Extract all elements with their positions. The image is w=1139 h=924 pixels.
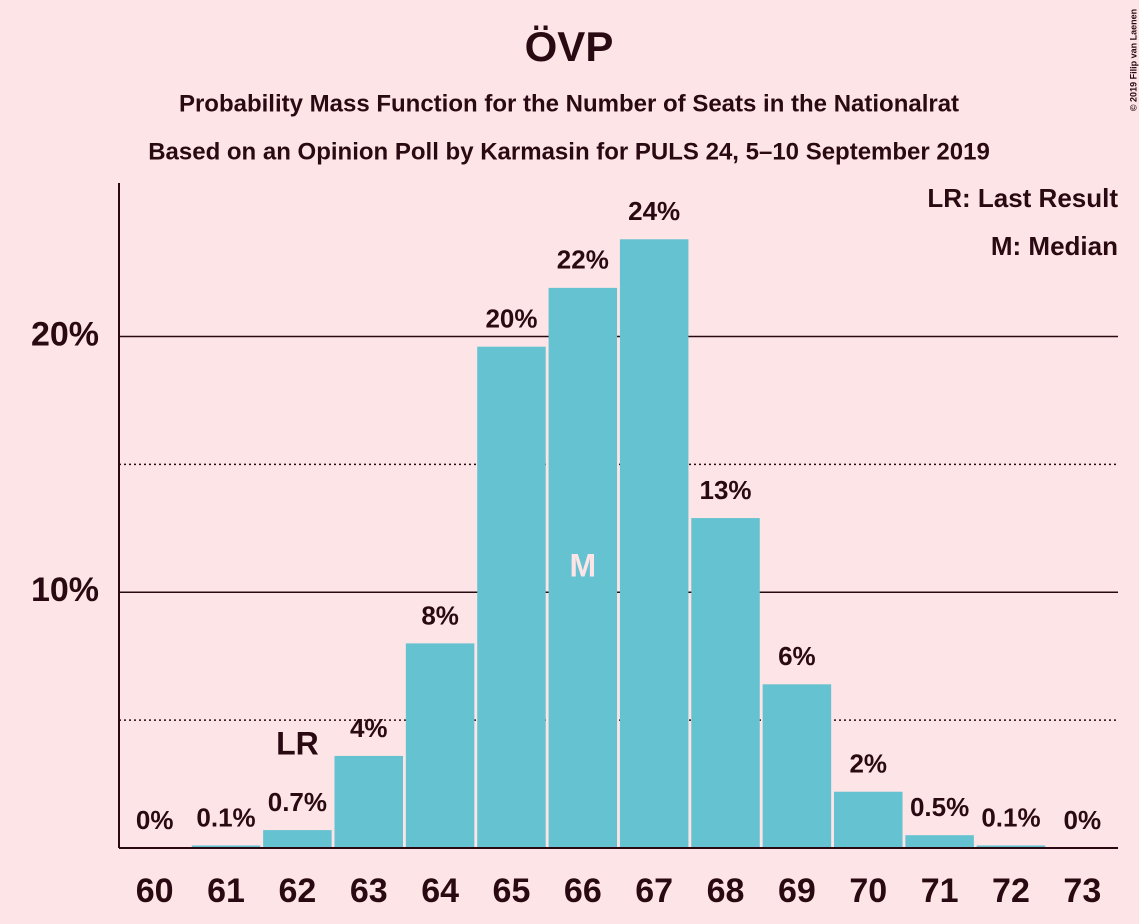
x-tick-label: 72 (992, 872, 1030, 910)
x-tick-label: 70 (849, 872, 887, 910)
x-tick-label: 63 (350, 872, 388, 910)
bar (905, 835, 974, 848)
bar (263, 830, 332, 848)
bar (405, 643, 475, 848)
y-tick-label: 10% (31, 571, 99, 609)
y-tick-label: 20% (31, 315, 99, 353)
x-tick-label: 66 (564, 872, 602, 910)
bar (548, 287, 618, 849)
value-label: 0.7% (268, 787, 327, 817)
annotation: LR (276, 726, 319, 762)
value-label: 0.1% (981, 802, 1040, 832)
x-tick-label: 69 (778, 872, 816, 910)
chart-title: ÖVP (525, 23, 614, 70)
annotation: M (569, 547, 596, 583)
bar (334, 755, 404, 848)
x-tick-label: 61 (207, 872, 245, 910)
x-tick-label: 65 (493, 872, 531, 910)
value-label: 6% (778, 641, 816, 671)
bar (833, 791, 903, 848)
value-label: 0.5% (910, 792, 969, 822)
bar (477, 346, 546, 848)
x-tick-label: 73 (1063, 872, 1101, 910)
value-label: 8% (421, 600, 459, 630)
x-tick-label: 71 (921, 872, 959, 910)
value-label: 2% (849, 749, 887, 779)
value-label: 13% (700, 475, 752, 505)
copyright: © 2019 Filip van Laenen (1128, 9, 1138, 111)
value-label: 22% (557, 245, 609, 275)
x-tick-label: 68 (707, 872, 745, 910)
chart-subtitle: Probability Mass Function for the Number… (179, 90, 959, 117)
x-tick-label: 62 (278, 872, 316, 910)
value-label: 0.1% (196, 802, 255, 832)
bar (191, 845, 261, 848)
legend-entry: LR: Last Result (927, 183, 1118, 213)
value-label: 0% (1064, 805, 1102, 835)
x-tick-label: 60 (136, 872, 174, 910)
legend-entry: M: Median (991, 231, 1118, 261)
value-label: 4% (350, 713, 388, 743)
bar (619, 239, 689, 848)
bar (762, 684, 832, 848)
value-label: 0% (136, 805, 174, 835)
bar (691, 518, 760, 848)
value-label: 24% (628, 196, 680, 226)
value-label: 20% (485, 304, 537, 334)
chart-subtitle: Based on an Opinion Poll by Karmasin for… (148, 138, 990, 165)
x-tick-label: 67 (635, 872, 673, 910)
x-tick-label: 64 (421, 872, 459, 910)
bar (976, 845, 1046, 848)
